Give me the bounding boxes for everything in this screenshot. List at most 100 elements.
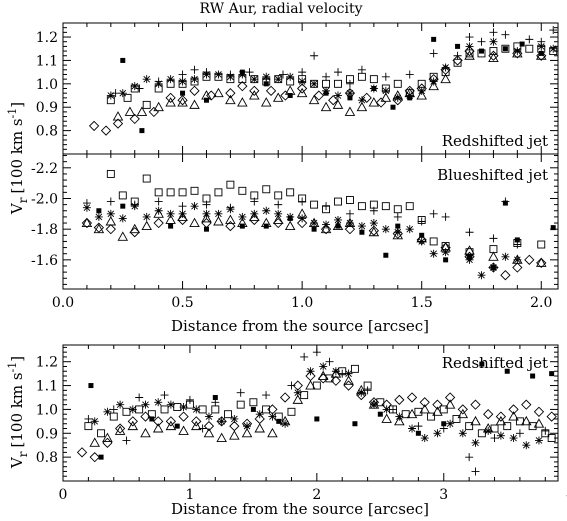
data-point-triangle (105, 216, 117, 226)
data-point-triangle (178, 425, 189, 435)
data-point-triangle (495, 415, 507, 426)
data-point-asterisk (446, 419, 455, 428)
data-point-asterisk (319, 362, 328, 371)
data-point-triangle (225, 214, 236, 224)
data-point-diamond (203, 420, 215, 432)
data-point-square (226, 180, 235, 189)
data-point-asterisk (94, 212, 103, 221)
data-point-asterisk (293, 388, 302, 397)
data-point-filled-square (514, 237, 520, 243)
data-point-filled-square (314, 416, 320, 422)
data-point-square (537, 240, 546, 249)
data-point-plus (190, 65, 199, 74)
data-point-plus (154, 197, 163, 206)
data-point-diamond (178, 411, 189, 422)
data-point-triangle (419, 404, 431, 414)
data-point-square (249, 398, 258, 407)
data-point-plus (338, 369, 347, 378)
data-point-triangle (117, 231, 129, 241)
data-point-diamond (368, 225, 380, 236)
data-point-asterisk (128, 405, 137, 414)
data-point-filled-square (504, 368, 510, 374)
data-point-triangle (440, 73, 451, 84)
x-tick-label: 2.0 (530, 295, 552, 311)
y-axis-label-top: Vr [100 km s-1] (6, 102, 30, 215)
data-point-asterisk (103, 407, 112, 416)
data-point-plus (298, 197, 307, 206)
panel-middle-blueshifted: Blueshifted jet 0.0 0.5 1.0 1.5 2.0 -1.6 -1.8 -… (31, 153, 559, 311)
data-point-square (142, 174, 151, 183)
data-point-triangle (201, 213, 212, 223)
data-point-triangle (216, 432, 227, 443)
data-point-asterisk (178, 77, 187, 86)
data-point-triangle (124, 106, 136, 116)
data-point-triangle (189, 217, 200, 227)
data-point-plus (226, 203, 235, 212)
data-point-triangle (308, 94, 320, 105)
data-point-diamond (112, 118, 124, 129)
data-point-filled-square (443, 257, 449, 263)
y-tick-label: -1.6 (31, 253, 58, 269)
data-point-triangle (203, 427, 215, 438)
data-point-filled-square (383, 252, 389, 258)
data-point-diamond (305, 370, 316, 382)
panel-label: Redshifted jet (442, 132, 548, 150)
data-point-diamond (93, 222, 105, 233)
data-point-triangle (237, 97, 248, 107)
data-point-plus (226, 70, 235, 79)
data-point-square (238, 186, 247, 195)
data-point-triangle (165, 214, 176, 224)
y-label-rest: [100 km s (8, 372, 26, 447)
data-point-asterisk (429, 77, 438, 86)
data-point-square (274, 191, 283, 200)
data-point-diamond (432, 399, 443, 410)
data-point-filled-square (371, 86, 377, 91)
data-point-plus (322, 202, 331, 211)
data-point-square (547, 434, 556, 443)
data-point-plus (414, 422, 423, 431)
data-point-filled-square (347, 95, 353, 101)
data-point-filled-square (455, 43, 461, 49)
data-point-plus (111, 89, 120, 98)
data-point-filled-square (377, 411, 383, 417)
data-point-filled-square (502, 46, 508, 52)
data-point-plus (429, 49, 438, 58)
panel-label: Redshifted jet (442, 354, 548, 372)
data-point-plus (310, 51, 319, 60)
x-axis-label-bottom: Distance from the source [arcsec] (171, 500, 429, 518)
data-point-filled-square (395, 223, 401, 229)
data-point-filled-square (180, 90, 186, 96)
data-point-square (322, 79, 330, 88)
panel-frame (62, 153, 559, 290)
data-point-triangle (416, 90, 427, 100)
data-point-diamond (148, 106, 160, 118)
data-point-filled-square (263, 223, 269, 229)
data-point-triangle (508, 411, 519, 421)
data-point-filled-square (478, 48, 484, 54)
data-point-square (310, 200, 319, 209)
data-point-asterisk (90, 417, 99, 426)
y-label-rest: [100 km s (8, 118, 26, 193)
y-label-sub: r (16, 197, 30, 203)
data-point-diamond (153, 416, 164, 427)
data-point-square (160, 405, 169, 414)
data-point-square (178, 188, 187, 197)
data-point-triangle (464, 245, 475, 255)
data-point-filled-square (263, 81, 269, 87)
data-point-asterisk (298, 214, 307, 223)
data-point-plus (106, 197, 115, 206)
data-point-asterisk (465, 42, 474, 51)
data-point-diamond (105, 224, 116, 235)
data-point-asterisk (310, 79, 319, 88)
data-point-plus (135, 84, 144, 93)
data-point-asterisk (417, 86, 426, 95)
data-point-triangle (381, 413, 392, 423)
data-point-diamond (265, 85, 277, 96)
data-point-plus (393, 212, 402, 221)
data-point-filled-square (212, 394, 218, 400)
data-point-asterisk (166, 400, 175, 409)
data-point-asterisk (537, 42, 546, 51)
data-point-diamond (392, 95, 403, 106)
data-point-diamond (189, 85, 200, 96)
data-point-asterisk (106, 209, 115, 218)
